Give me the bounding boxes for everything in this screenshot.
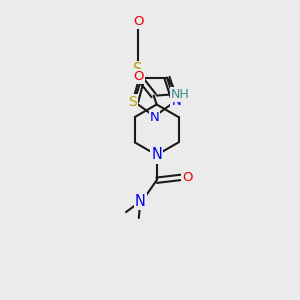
Text: S: S (134, 62, 143, 77)
Text: S: S (128, 94, 137, 109)
Text: NH: NH (171, 88, 190, 100)
Text: N: N (151, 148, 162, 163)
Text: N: N (135, 194, 146, 209)
Text: N: N (171, 95, 181, 108)
Text: O: O (134, 70, 144, 83)
Text: O: O (182, 171, 193, 184)
Text: O: O (133, 15, 143, 28)
Text: N: N (150, 111, 159, 124)
